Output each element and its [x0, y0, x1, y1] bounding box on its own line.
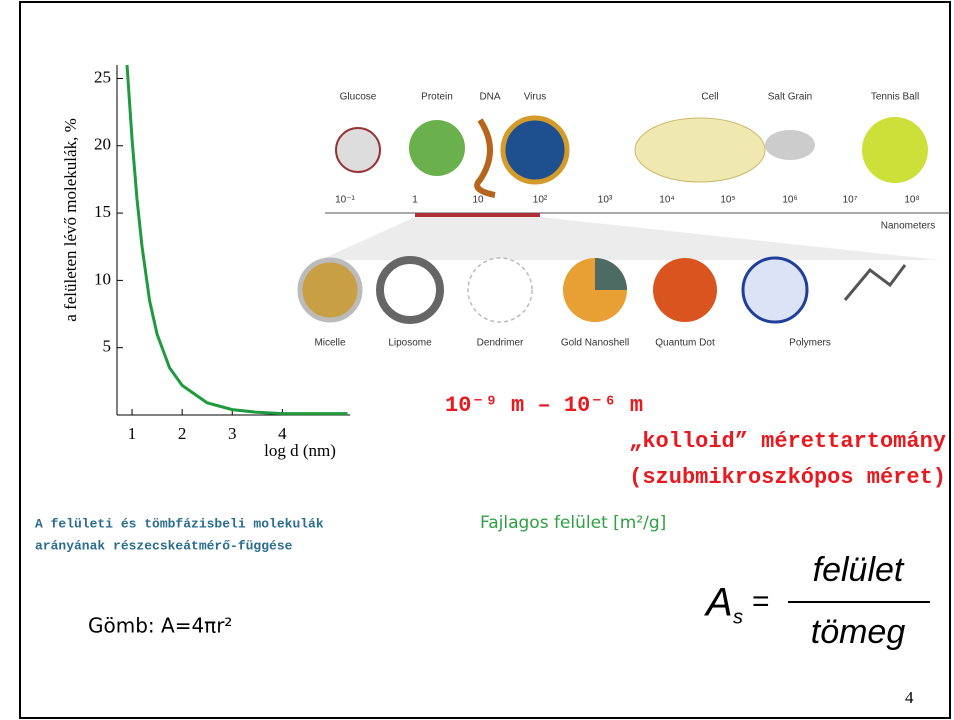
scale-tick-label: 1: [412, 195, 418, 206]
y-tick-label: 20: [94, 135, 111, 154]
formula-numerator: felület: [813, 551, 905, 589]
nano-item-label: Quantum Dot: [655, 338, 715, 349]
nano-item-label: Gold Nanoshell: [561, 338, 629, 349]
scale-tick-label: 10⁷: [843, 195, 858, 206]
formula-lhs: A: [704, 581, 733, 625]
scale-item-label: Tennis Ball: [871, 92, 919, 103]
caption: A felületi és tömbfázisbeli molekulák: [35, 516, 324, 531]
nano-item-label: Polymers: [789, 338, 831, 349]
nano-item-label: Micelle: [314, 338, 346, 349]
y-tick-label: 25: [94, 67, 111, 86]
scale-tick-label: 10⁵: [720, 195, 735, 206]
scale-tick-label: 10³: [598, 195, 613, 206]
range-line: „kolloid” mérettartomány: [629, 429, 946, 454]
range-line: (szubmikroszkópos méret): [629, 465, 946, 490]
caption: arányának részecskeátmérő-függése: [35, 538, 293, 553]
scale-item-label: Glucose: [340, 92, 377, 103]
scale-tick-label: 10⁶: [782, 195, 797, 206]
y-tick-label: 5: [103, 337, 112, 356]
nano-item-label: Liposome: [388, 338, 432, 349]
scale-item-label: Protein: [421, 92, 453, 103]
data-line: [127, 65, 347, 414]
slide-frame: [20, 2, 950, 718]
x-axis-label: log d (nm): [264, 441, 336, 460]
scale-tick-label: 10⁻¹: [335, 195, 355, 206]
y-tick-label: 10: [94, 269, 111, 288]
formula-sub: s: [733, 606, 743, 628]
nano-item-label: Dendrimer: [477, 338, 524, 349]
formula-denominator: tömeg: [811, 613, 906, 651]
x-tick-label: 1: [128, 424, 137, 443]
scale-unit: Nanometers: [881, 221, 935, 232]
page-number: 4: [905, 688, 914, 707]
scale-item-label: DNA: [479, 92, 500, 103]
x-tick-label: 2: [178, 424, 187, 443]
slide: 10⁻⁹ m – 10⁻⁶ m „kolloid” mérettartomány…: [0, 0, 954, 720]
y-tick-label: 15: [94, 202, 111, 221]
range-line: 10⁻⁹ m – 10⁻⁶ m: [445, 393, 643, 418]
scale-tick-label: 10²: [533, 195, 548, 206]
formula: A s = felület tömeg: [704, 551, 930, 651]
formula-eq: =: [752, 585, 770, 618]
scale-tick-label: 10: [472, 195, 484, 206]
scale-item-label: Cell: [701, 92, 718, 103]
y-axis-label: a felületen lévő molekulák, %: [61, 118, 80, 321]
illustrations: [300, 117, 950, 322]
sphere-formula: Gömb: A=4πr²: [88, 614, 232, 638]
scale-item-label: Salt Grain: [768, 92, 812, 103]
scale-tick-label: 10⁸: [904, 195, 919, 206]
specific-surface: Fajlagos felület [m²/g]: [480, 513, 666, 533]
scale-item-label: Virus: [524, 92, 547, 103]
scale-tick-label: 10⁴: [659, 195, 674, 206]
x-tick-label: 3: [228, 424, 237, 443]
